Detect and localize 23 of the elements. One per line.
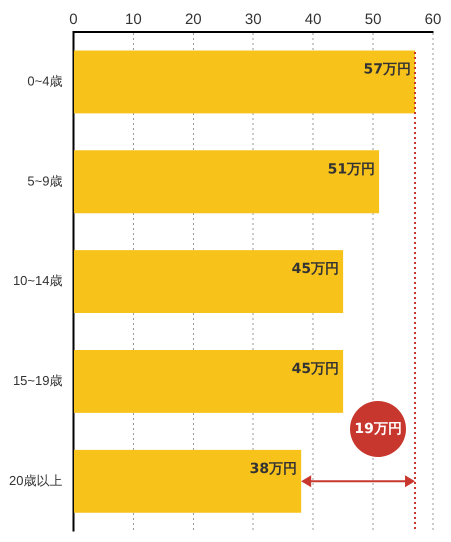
data-label: 45万円 (292, 361, 340, 378)
x-tick-label: 30 (244, 11, 262, 28)
data-label: 57万円 (364, 62, 412, 78)
y-tick-label: 0~4歳 (27, 74, 62, 88)
data-label: 51万円 (328, 161, 376, 178)
data-label: 38万円 (250, 460, 298, 477)
x-tick-label: 60 (424, 11, 442, 28)
x-tick-label: 40 (304, 11, 322, 28)
x-tick-label: 0 (69, 11, 78, 28)
bar (74, 150, 380, 214)
y-tick-label: 20歳以上 (8, 472, 62, 488)
bar (74, 350, 344, 413)
y-tick-label: 10~14歳 (12, 273, 62, 288)
data-label: 45万円 (292, 261, 340, 278)
circle-badge: 19万円 (350, 401, 406, 458)
bar (74, 450, 302, 513)
x-tick-label: 50 (364, 11, 382, 28)
bar (74, 250, 344, 314)
bar (74, 50, 416, 114)
x-tick-label: 20 (184, 11, 202, 28)
y-tick-label: 15~19歳 (12, 373, 62, 388)
x-tick-label: 10 (125, 11, 142, 28)
y-tick-label: 5~9歳 (27, 173, 62, 188)
